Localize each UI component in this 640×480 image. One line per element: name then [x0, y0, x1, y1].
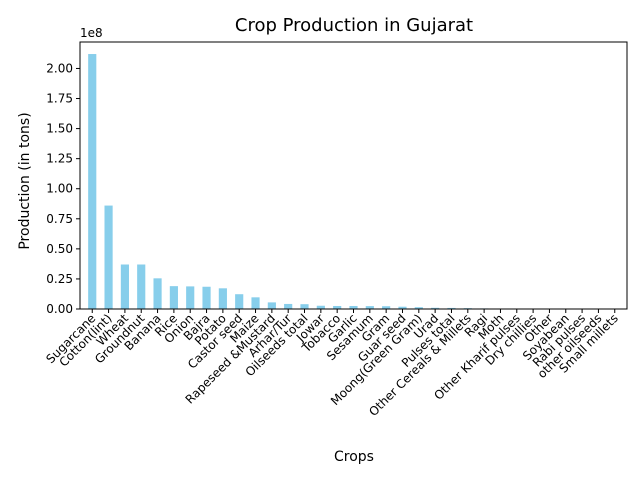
y-tick-label: 0.00 — [46, 302, 73, 316]
y-tick-label: 0.25 — [46, 272, 73, 286]
bar — [218, 288, 227, 309]
bar — [104, 205, 113, 309]
bars — [88, 54, 619, 309]
y-tick-label: 2.00 — [46, 61, 73, 75]
bar — [235, 294, 244, 309]
bar — [202, 286, 211, 309]
y-tick-label: 1.75 — [46, 92, 73, 106]
bar — [398, 306, 407, 309]
y-tick-label: 1.50 — [46, 122, 73, 136]
chart-title: Crop Production in Gujarat — [235, 15, 473, 36]
y-tick-label: 1.25 — [46, 152, 73, 166]
bar — [120, 264, 129, 309]
bar — [169, 286, 178, 309]
y-tick-label: 0.50 — [46, 242, 73, 256]
bar — [251, 297, 260, 309]
bar — [365, 306, 374, 309]
bar — [186, 286, 195, 309]
bar — [137, 264, 146, 309]
y-tick-label: 0.75 — [46, 212, 73, 226]
bar — [349, 305, 358, 309]
y-axis-label: Production (in tons) — [17, 112, 33, 249]
y-offset-label: 1e8 — [80, 26, 103, 40]
bar — [414, 307, 423, 309]
x-axis-label: Crops — [334, 449, 374, 465]
bar — [382, 306, 391, 309]
bar — [284, 303, 293, 309]
bar — [300, 304, 309, 309]
bar — [333, 305, 342, 309]
bar — [153, 278, 162, 309]
plot-frame — [79, 41, 628, 310]
x-axis-ticks: SugarcaneCotton(lint)WheatGroundnutBanan… — [43, 309, 621, 419]
bar — [267, 302, 276, 309]
bar — [88, 54, 97, 309]
bar — [431, 307, 440, 309]
y-axis-ticks: 0.00 0.25 0.50 0.75 1.00 1.25 1.50 1.75 2.00 — [46, 61, 80, 316]
y-tick-label: 1.00 — [46, 182, 73, 196]
bar — [447, 307, 456, 309]
bar — [316, 305, 325, 309]
